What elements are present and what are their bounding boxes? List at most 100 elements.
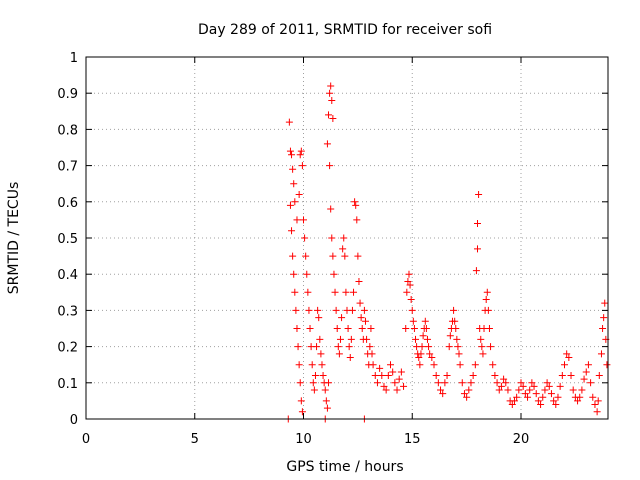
data-point bbox=[534, 397, 542, 405]
data-point bbox=[363, 335, 371, 343]
y-axis-label: SRMTID / TECUs bbox=[6, 182, 22, 295]
data-point bbox=[351, 198, 359, 206]
data-point bbox=[288, 227, 296, 235]
x-axis-label: GPS time / hours bbox=[286, 459, 403, 475]
data-point bbox=[360, 306, 368, 314]
data-point bbox=[600, 314, 608, 322]
data-point bbox=[296, 151, 304, 159]
data-point bbox=[387, 361, 394, 369]
y-tick-label: 0.8 bbox=[57, 123, 78, 138]
data-point bbox=[357, 314, 365, 322]
data-point bbox=[326, 162, 334, 170]
data-point bbox=[319, 372, 327, 380]
data-point bbox=[341, 252, 349, 260]
data-point bbox=[371, 372, 379, 380]
data-point bbox=[290, 270, 298, 278]
data-point bbox=[489, 361, 497, 369]
y-tick-label: 0 bbox=[70, 413, 78, 428]
data-point bbox=[405, 270, 413, 278]
data-point bbox=[326, 89, 334, 97]
data-point bbox=[355, 277, 363, 285]
data-point bbox=[323, 404, 331, 412]
data-point bbox=[329, 115, 337, 123]
data-point bbox=[340, 234, 348, 242]
x-tick-label: 15 bbox=[404, 432, 421, 447]
data-series bbox=[284, 82, 611, 423]
data-point bbox=[397, 368, 405, 376]
data-point bbox=[310, 386, 318, 394]
data-point bbox=[422, 325, 430, 332]
data-point bbox=[389, 368, 397, 376]
data-point bbox=[334, 343, 342, 351]
data-point bbox=[316, 335, 324, 343]
data-point bbox=[517, 379, 525, 387]
data-point bbox=[345, 343, 353, 351]
data-point bbox=[474, 220, 481, 228]
data-point bbox=[593, 408, 601, 416]
data-point bbox=[327, 205, 335, 213]
data-point bbox=[580, 375, 588, 383]
data-point bbox=[543, 379, 551, 387]
data-point bbox=[578, 386, 586, 394]
data-point bbox=[298, 408, 306, 416]
data-point bbox=[479, 350, 487, 358]
data-point bbox=[515, 386, 523, 394]
data-point bbox=[404, 277, 412, 285]
data-point bbox=[428, 353, 436, 361]
data-point bbox=[286, 201, 294, 209]
data-point bbox=[412, 335, 420, 343]
x-tick-label: 0 bbox=[82, 432, 90, 447]
data-point bbox=[524, 393, 532, 401]
data-point bbox=[497, 382, 505, 390]
data-point bbox=[454, 343, 462, 351]
data-point bbox=[402, 325, 410, 332]
data-point bbox=[421, 317, 429, 325]
data-point bbox=[467, 379, 475, 387]
data-point bbox=[484, 306, 492, 314]
data-point bbox=[446, 332, 454, 340]
data-point bbox=[407, 296, 415, 304]
data-point bbox=[589, 393, 597, 401]
data-point bbox=[342, 288, 350, 296]
data-point bbox=[482, 296, 490, 304]
data-point bbox=[356, 299, 364, 307]
data-point bbox=[441, 379, 449, 387]
data-point bbox=[469, 372, 477, 380]
data-point bbox=[300, 216, 307, 224]
data-point bbox=[430, 361, 438, 369]
y-tick-label: 0.5 bbox=[57, 232, 78, 247]
data-point bbox=[584, 361, 592, 369]
y-tick-label: 0.4 bbox=[57, 268, 78, 283]
data-point bbox=[445, 343, 453, 351]
data-point bbox=[493, 379, 501, 387]
data-point bbox=[495, 386, 503, 394]
data-point bbox=[416, 361, 424, 369]
data-point bbox=[539, 393, 547, 401]
data-point bbox=[329, 252, 337, 260]
data-point bbox=[338, 314, 346, 322]
data-point bbox=[456, 361, 464, 369]
data-point bbox=[309, 379, 317, 387]
data-point bbox=[439, 390, 447, 398]
y-tick-label: 1 bbox=[70, 51, 78, 66]
data-point bbox=[450, 306, 458, 314]
data-point bbox=[417, 350, 425, 358]
data-point bbox=[432, 372, 440, 380]
data-point bbox=[453, 335, 461, 343]
data-point bbox=[594, 397, 602, 405]
data-point bbox=[519, 382, 527, 390]
data-point bbox=[361, 317, 369, 325]
data-point bbox=[569, 386, 577, 394]
data-point bbox=[366, 343, 374, 351]
data-point bbox=[425, 343, 433, 351]
data-point bbox=[348, 306, 356, 314]
data-point bbox=[297, 397, 305, 405]
data-point bbox=[291, 288, 299, 296]
data-point bbox=[409, 317, 417, 325]
data-point bbox=[475, 191, 483, 199]
data-point bbox=[597, 350, 605, 358]
data-point bbox=[471, 361, 479, 369]
data-point bbox=[330, 270, 338, 278]
data-point bbox=[530, 382, 538, 390]
data-point bbox=[306, 325, 314, 332]
